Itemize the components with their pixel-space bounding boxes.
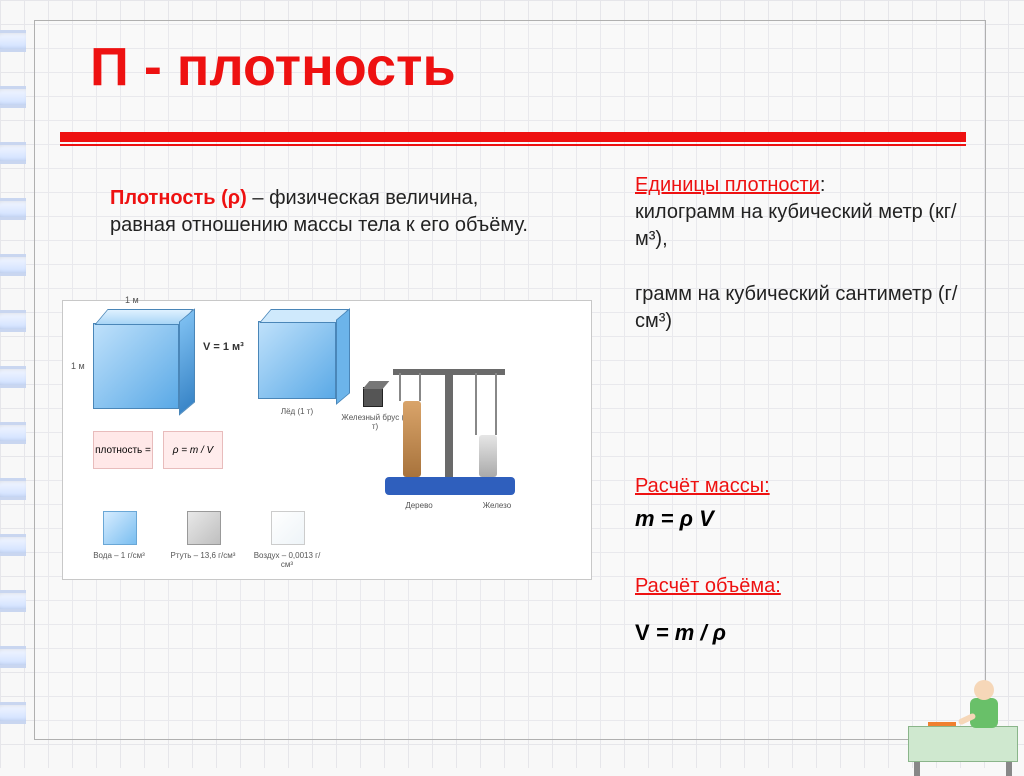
units-line2: грамм на кубический сантиметр (г/см³) [635, 281, 965, 335]
ice-label: Лёд (1 т) [261, 407, 333, 416]
definition-term: Плотность (ρ) [110, 187, 247, 209]
cube-dim-left: 1 м [71, 361, 85, 371]
ice-cube-side [336, 308, 350, 405]
mass-formula: m = ρ V [635, 506, 770, 532]
mass-calc-block: Расчёт массы: m = ρ V [635, 475, 770, 532]
scale-string-r1 [475, 373, 477, 435]
density-rho-formula: ρ = m / V [163, 431, 223, 469]
wood-cylinder-icon [403, 401, 421, 477]
scale-beam [393, 369, 505, 375]
volume-heading: Расчёт объёма: [635, 575, 781, 598]
mercury-label: Ртуть – 13,6 г/см³ [167, 551, 239, 560]
iron-label: Железный брус (1 т) [339, 413, 411, 431]
iron-cylinder-icon [479, 435, 497, 477]
units-block: Единицы плотности: килограмм на кубическ… [635, 172, 965, 363]
scale-left-label: Дерево [383, 501, 455, 510]
air-cube-icon [271, 511, 305, 545]
scale-string-l2 [419, 373, 421, 401]
units-line1: килограмм на кубический метр (кг/м³), [635, 201, 957, 250]
iron-bar-top [363, 381, 390, 389]
unit-cube-icon [93, 323, 179, 409]
divider-thick [60, 132, 966, 142]
cube-volume-label: V = 1 м³ [203, 341, 244, 353]
scale-right-label: Железо [461, 501, 533, 510]
slide-title: П - плотность [90, 36, 456, 98]
units-heading: Единицы плотности [635, 174, 820, 196]
volume-calc-block: Расчёт объёма: V = m / ρ [635, 575, 781, 646]
air-label: Воздух – 0,0013 г/см³ [251, 551, 323, 569]
cube-dim-top: 1 м [125, 295, 139, 305]
unit-cube-side [179, 308, 195, 415]
water-cube-icon [103, 511, 137, 545]
scale-string-r2 [495, 373, 497, 435]
scale-base [385, 477, 515, 495]
divider-thin [60, 144, 966, 146]
definition-text: Плотность (ρ) – физическая величина, рав… [110, 185, 540, 239]
iron-bar-icon [363, 387, 383, 407]
scale-post [445, 371, 453, 479]
density-word-formula: плотность = [93, 431, 153, 469]
ice-cube-icon [258, 321, 336, 399]
student-illustration [908, 662, 1018, 762]
volume-formula: V = m / ρ [635, 620, 781, 646]
mass-heading: Расчёт массы: [635, 475, 770, 498]
water-label: Вода – 1 г/см³ [83, 551, 155, 560]
mercury-cube-icon [187, 511, 221, 545]
scale-string-l1 [399, 373, 401, 401]
illustration-panel: 1 м 1 м V = 1 м³ плотность = ρ = m / V Л… [62, 300, 592, 580]
